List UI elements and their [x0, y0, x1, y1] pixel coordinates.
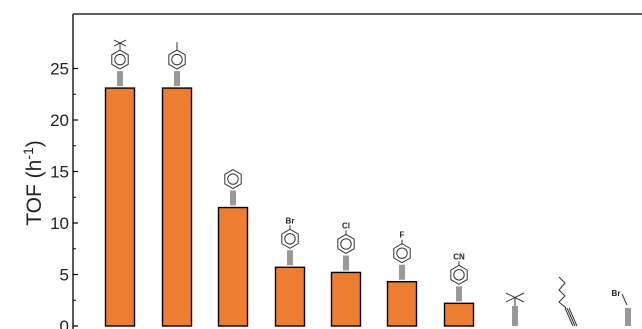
- propargyl-bromide-structure: Br: [612, 289, 631, 326]
- aryl-alkyne-structure: [111, 39, 129, 87]
- aryl-alkyne-structure: CN: [450, 252, 468, 302]
- tert-butylacetylene-structure: [505, 292, 525, 326]
- bars: [104, 87, 475, 327]
- y-axis-label-main: TOF (h: [23, 160, 46, 226]
- substituent-label: Br: [286, 216, 295, 225]
- substituent-label: Cl: [342, 221, 350, 230]
- y-tick-label: 5: [60, 266, 69, 285]
- bar: [386, 281, 418, 327]
- aryl-alkyne-structure: Br: [281, 216, 299, 266]
- y-tick-label: 20: [50, 111, 69, 130]
- bar: [443, 302, 475, 327]
- octyne-structure: [558, 276, 578, 327]
- substituent-label: CN: [453, 252, 465, 261]
- y-tick-label: 0: [60, 317, 69, 329]
- aryl-alkyne-structure: [224, 169, 242, 206]
- y-axis-ticks: 0 5 10 15 20 25: [50, 60, 78, 329]
- molecule-structures: Br Cl F CN Br: [111, 39, 631, 327]
- y-axis-label-superscript: -1: [20, 147, 36, 160]
- aryl-alkyne-structure: [168, 42, 186, 87]
- y-axis-label-close: ): [23, 140, 46, 147]
- bar: [104, 87, 136, 327]
- bar: [330, 271, 362, 327]
- y-tick-label: 25: [50, 60, 69, 79]
- bar: [274, 266, 306, 327]
- y-axis-label: TOF (h-1): [20, 140, 46, 226]
- aryl-alkyne-structure: F: [393, 231, 411, 280]
- y-tick-label: 10: [50, 214, 69, 233]
- axes: [72, 13, 642, 329]
- substituent-label: F: [400, 231, 405, 240]
- substituent-label: Br: [612, 289, 621, 298]
- bar: [217, 206, 249, 327]
- aryl-alkyne-structure: Cl: [337, 221, 355, 271]
- y-tick-label: 15: [50, 163, 69, 182]
- bar: [161, 87, 193, 327]
